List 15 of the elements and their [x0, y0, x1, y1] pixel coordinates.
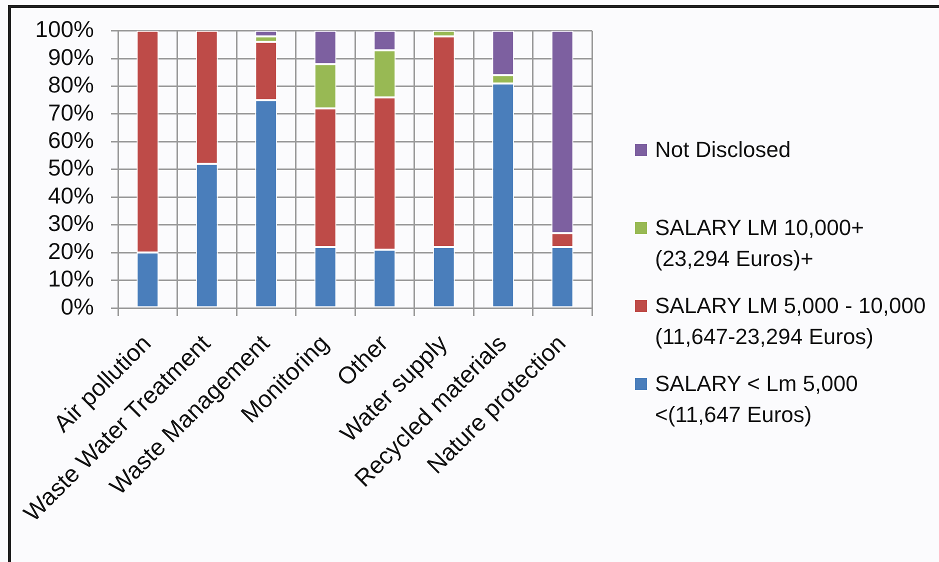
y-tick-label: 70%	[48, 99, 94, 126]
y-tick-label: 40%	[48, 182, 94, 208]
legend-label: SALARY LM 5,000 - 10,000 (11,647-23,294 Euros)	[655, 292, 927, 351]
y-tick-label: 30%	[48, 210, 94, 236]
y-tick-label: 20%	[48, 238, 94, 264]
y-tick-label: 10%	[48, 266, 94, 292]
y-tick-label: 60%	[48, 127, 94, 154]
legend-label: SALARY LM 10,000+ (23,294 Euros)+	[655, 214, 865, 273]
y-tick-label: 80%	[48, 72, 94, 98]
legend-label: Not Disclosed	[655, 136, 791, 164]
y-tick-label: 100%	[35, 16, 94, 42]
y-tick-label: 90%	[48, 44, 94, 70]
legend-label: SALARY < Lm 5,000 <(11,647 Euros)	[655, 370, 859, 429]
y-tick-label: 0%	[60, 293, 94, 320]
y-tick-label: 50%	[48, 154, 94, 181]
